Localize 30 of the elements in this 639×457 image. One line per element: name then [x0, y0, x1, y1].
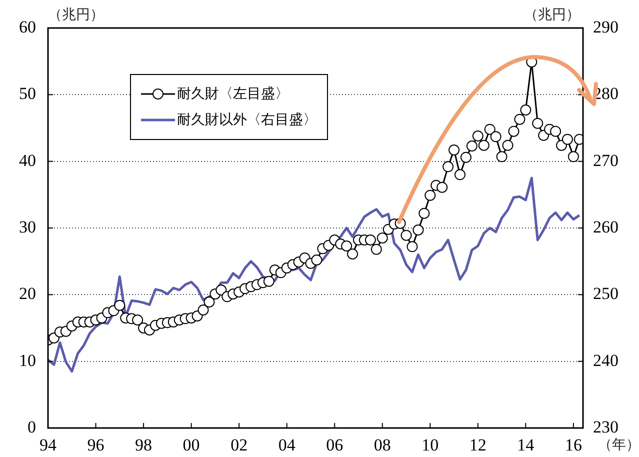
x-tick-label: 12 [469, 436, 486, 455]
y-tick-label: 40 [19, 150, 36, 170]
x-tick-label: 04 [278, 436, 296, 455]
y-tick-label: 60 [19, 17, 36, 36]
x-tick-label: 02 [230, 436, 248, 455]
x-tick-label: 14 [517, 436, 535, 455]
y-tick-label: 0 [28, 417, 36, 436]
y-tick-label: 50 [19, 84, 36, 104]
y2-axis-title: （兆円） [524, 6, 580, 24]
x-tick-label: 00 [182, 436, 200, 455]
y-axis-title: （兆円） [48, 6, 104, 24]
x-tick-label: 94 [40, 436, 57, 455]
y2-tick-label: 260 [593, 217, 618, 236]
y2-tick-label: 290 [593, 17, 618, 36]
y-tick-label: 20 [19, 284, 36, 304]
x-tick-label: 98 [135, 436, 152, 455]
x-axis-title: （年） [598, 436, 639, 454]
x-tick-label: 08 [374, 436, 391, 455]
y-tick-label: 10 [19, 350, 36, 370]
legend-label: 耐久財〈左目盛〉 [177, 85, 289, 103]
y2-tick-label: 250 [593, 284, 618, 304]
x-tick-label: 96 [87, 436, 104, 455]
y-tick-label: 30 [19, 217, 36, 236]
x-tick-label: 16 [564, 436, 582, 455]
legend-label: 耐久財以外〈右目盛〉 [177, 111, 317, 129]
y2-tick-label: 270 [593, 150, 618, 170]
x-tick-label: 10 [422, 436, 439, 455]
y2-tick-label: 240 [593, 350, 618, 370]
y2-tick-label: 230 [593, 417, 618, 436]
x-tick-label: 06 [326, 436, 344, 455]
